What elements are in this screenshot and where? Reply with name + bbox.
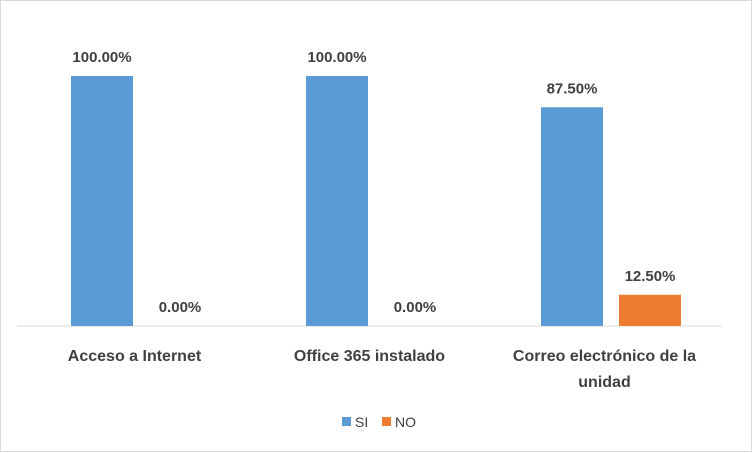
legend-swatch-no [382, 417, 391, 426]
data-label: 0.00% [394, 299, 437, 316]
bar-no [619, 294, 681, 326]
data-label: 0.00% [159, 299, 202, 316]
category-label: Office 365 instalado [294, 348, 445, 365]
category-label: unidad [578, 374, 630, 391]
legend-swatch-si [342, 417, 351, 426]
data-label: 100.00% [72, 49, 131, 66]
data-label: 12.50% [625, 268, 676, 285]
legend-label-no: NO [395, 414, 416, 430]
data-label: 100.00% [307, 49, 366, 66]
bar-si [541, 107, 603, 326]
bar-si [71, 76, 133, 326]
data-label: 87.50% [547, 80, 598, 97]
bar-si [306, 76, 368, 326]
legend-label-si: SI [355, 414, 368, 430]
category-label: Correo electrónico de la [513, 348, 696, 365]
category-label: Acceso a Internet [68, 348, 202, 365]
